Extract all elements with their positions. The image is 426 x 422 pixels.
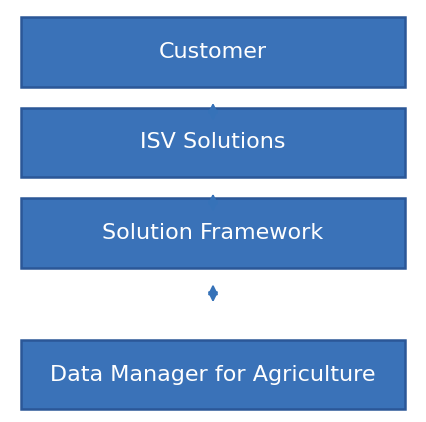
Text: Data Manager for Agriculture: Data Manager for Agriculture — [50, 365, 376, 384]
FancyBboxPatch shape — [21, 17, 405, 87]
Text: ISV Solutions: ISV Solutions — [140, 133, 286, 152]
FancyBboxPatch shape — [21, 108, 405, 177]
FancyBboxPatch shape — [21, 340, 405, 409]
FancyBboxPatch shape — [21, 198, 405, 268]
Text: Customer: Customer — [159, 42, 267, 62]
Text: Solution Framework: Solution Framework — [102, 223, 324, 243]
